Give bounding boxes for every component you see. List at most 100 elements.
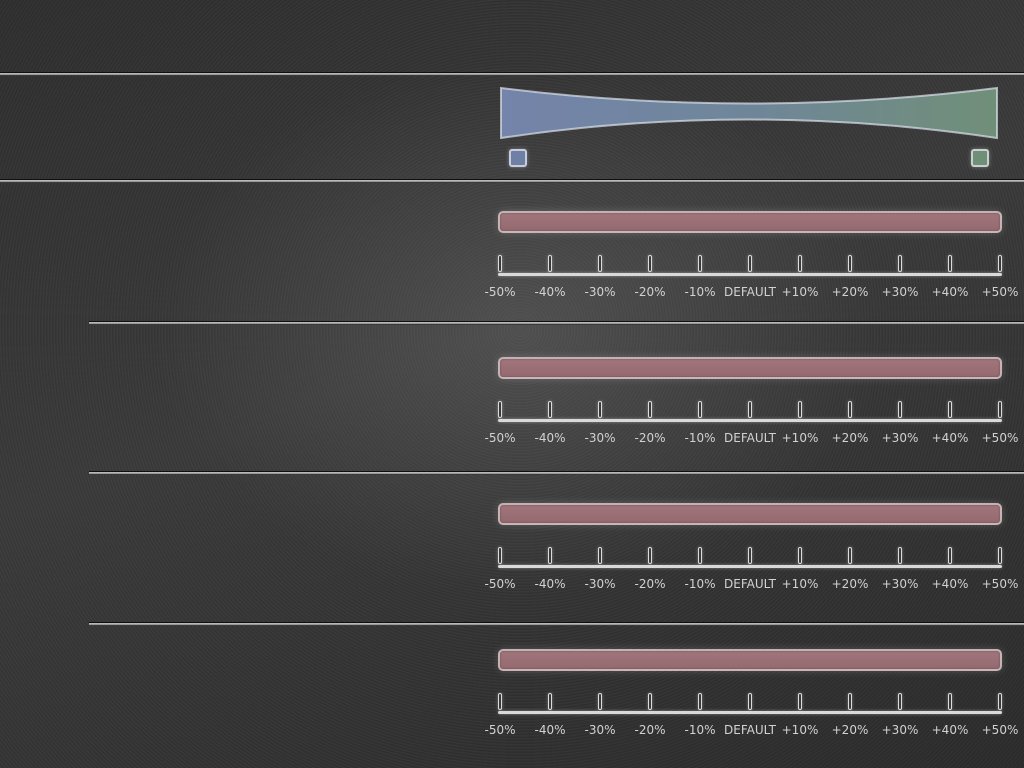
scale-tick[interactable]	[948, 693, 952, 710]
scale-tick[interactable]	[798, 693, 802, 710]
scale-label: DEFAULT	[724, 723, 776, 737]
scale-tick[interactable]	[998, 255, 1002, 272]
scale-label: +50%	[981, 431, 1019, 445]
scale-tick[interactable]	[548, 401, 552, 418]
scale-tick[interactable]	[598, 547, 602, 564]
scale-tick[interactable]	[748, 401, 752, 418]
scale-tick[interactable]	[798, 401, 802, 418]
divider-slider-3	[89, 622, 1024, 626]
scale-label: +10%	[781, 723, 819, 737]
scale-label: -30%	[584, 431, 616, 445]
scale-tick[interactable]	[648, 401, 652, 418]
scale-label: +30%	[881, 431, 919, 445]
scale-label: -10%	[684, 577, 716, 591]
scale-tick[interactable]	[498, 693, 502, 710]
scale-tick[interactable]	[848, 255, 852, 272]
scale-label: -10%	[684, 723, 716, 737]
scale-tick[interactable]	[648, 693, 652, 710]
right-color-swatch[interactable]	[971, 149, 989, 167]
scale-tick[interactable]	[698, 255, 702, 272]
scale-label: +30%	[881, 723, 919, 737]
scale-tick[interactable]	[998, 401, 1002, 418]
scale-tick[interactable]	[648, 255, 652, 272]
scale-tick[interactable]	[798, 255, 802, 272]
scale-label: -20%	[634, 723, 666, 737]
left-color-swatch[interactable]	[509, 149, 527, 167]
scale-tick[interactable]	[998, 547, 1002, 564]
scale-label: -30%	[584, 285, 616, 299]
divider-slider-1	[89, 321, 1024, 325]
scale-tick[interactable]	[898, 255, 902, 272]
scale-tick[interactable]	[698, 401, 702, 418]
scale-tick[interactable]	[548, 547, 552, 564]
scale-tick[interactable]	[748, 255, 752, 272]
scale-tick[interactable]	[748, 547, 752, 564]
scale-label: -10%	[684, 431, 716, 445]
scale-label: -50%	[484, 577, 516, 591]
scale-label: +20%	[831, 577, 869, 591]
balance-crossfade-shape	[500, 86, 998, 140]
scale-line	[498, 565, 1002, 568]
scale-tick[interactable]	[598, 255, 602, 272]
scale-tick[interactable]	[598, 401, 602, 418]
scale-tick[interactable]	[498, 547, 502, 564]
scale-label: -20%	[634, 577, 666, 591]
scale-tick[interactable]	[848, 401, 852, 418]
scale-label: -40%	[534, 431, 566, 445]
scale-label: -50%	[484, 431, 516, 445]
slider-2-bar[interactable]	[498, 357, 1002, 379]
scale-tick[interactable]	[698, 693, 702, 710]
scale-tick[interactable]	[498, 255, 502, 272]
scale-tick[interactable]	[548, 255, 552, 272]
scale-tick[interactable]	[948, 547, 952, 564]
scale-label: DEFAULT	[724, 285, 776, 299]
scale-tick[interactable]	[698, 547, 702, 564]
slider-4-scale: -50% -40% -30% -20% -10% DEFAULT +10% +20% +30% +…	[484, 693, 1018, 737]
scale-label: DEFAULT	[724, 431, 776, 445]
scale-label: +30%	[881, 285, 919, 299]
scale-label: -50%	[484, 285, 516, 299]
scale-tick[interactable]	[998, 693, 1002, 710]
slider-2-scale: -50% -40% -30% -20% -10% DEFAULT +10% +20% +30% +…	[484, 401, 1018, 445]
balance-shape[interactable]	[498, 85, 1000, 145]
scale-tick[interactable]	[498, 401, 502, 418]
slider-3-scale: -50% -40% -30% -20% -10% DEFAULT +10% +20% +30% +…	[484, 547, 1018, 591]
slider-4-bar[interactable]	[498, 649, 1002, 671]
scale-tick[interactable]	[648, 547, 652, 564]
scale-line	[498, 419, 1002, 422]
scale-tick[interactable]	[848, 693, 852, 710]
slider-1-bar[interactable]	[498, 211, 1002, 233]
scale-label: +40%	[931, 723, 969, 737]
slider-1-scale: -50% -40% -30% -20% -10% DEFAULT +10% +20% +30% +…	[484, 255, 1018, 299]
scale-line	[498, 711, 1002, 714]
scale-label: +10%	[781, 577, 819, 591]
scale-label: +20%	[831, 431, 869, 445]
scale-label: -40%	[534, 285, 566, 299]
divider-slider-2	[89, 471, 1024, 475]
slider-3-bar[interactable]	[498, 503, 1002, 525]
scale-tick[interactable]	[748, 693, 752, 710]
scale-label: -30%	[584, 577, 616, 591]
divider-balance-bottom	[0, 179, 1024, 183]
balance-control[interactable]	[498, 85, 1000, 175]
scale-tick[interactable]	[898, 401, 902, 418]
scale-label: +40%	[931, 431, 969, 445]
scale-label: +50%	[981, 723, 1019, 737]
scale-line	[498, 273, 1002, 276]
scale-label: -10%	[684, 285, 716, 299]
scale-label: +50%	[981, 577, 1019, 591]
scale-label: +20%	[831, 723, 869, 737]
scale-tick[interactable]	[598, 693, 602, 710]
scale-tick[interactable]	[898, 547, 902, 564]
divider-top	[0, 72, 1024, 76]
scale-tick[interactable]	[948, 401, 952, 418]
scale-label: +10%	[781, 431, 819, 445]
scale-tick[interactable]	[548, 693, 552, 710]
scale-tick[interactable]	[898, 693, 902, 710]
scale-tick[interactable]	[948, 255, 952, 272]
scale-tick[interactable]	[798, 547, 802, 564]
scale-tick[interactable]	[848, 547, 852, 564]
scale-label: -20%	[634, 431, 666, 445]
scale-label: -50%	[484, 723, 516, 737]
scale-label: +30%	[881, 577, 919, 591]
